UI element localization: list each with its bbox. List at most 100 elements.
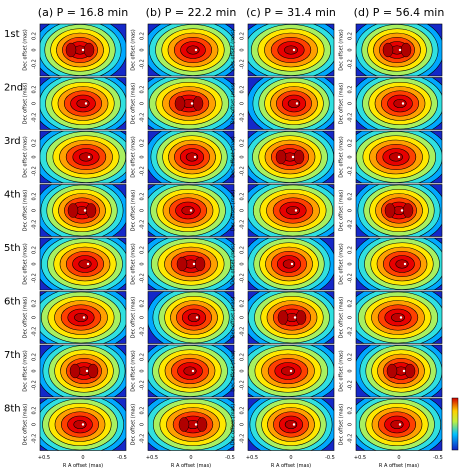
contour [183,366,197,376]
peak [293,149,305,165]
y-tick-label: 0.2 [32,246,38,254]
peak-dot [401,102,405,105]
y-tick-label: -0.2 [32,434,38,444]
contour [78,259,92,269]
peak-dot [194,48,198,52]
contour-map [148,398,234,451]
y-tick-label: 0 [348,209,354,212]
y-tick-label: 0.2 [140,300,146,308]
y-axis-label: Dec offset (mas) [131,136,137,177]
contour [76,98,90,109]
peak-dot [85,369,89,373]
y-tick-label: 0 [348,155,354,158]
y-tick-label: -0.2 [240,327,246,337]
y-axis-label: Dec offset (mas) [231,243,237,284]
contour-map [356,77,442,130]
panel-frame [247,77,335,130]
y-tick-label: -0.2 [140,434,146,444]
panel-frame [355,398,443,451]
peak-dot [191,369,195,373]
y-axis-label: Dec offset (mas) [231,190,237,231]
contour-map [248,238,334,290]
peak [65,42,77,58]
contour [389,152,403,162]
y-tick-label: -0.2 [32,327,38,337]
column-title: (a) P = 16.8 min [38,6,128,19]
row-label: 2nd [4,83,23,94]
panel-frame [355,291,443,344]
y-axis-label: Dec offset (mas) [23,83,29,124]
y-tick-label: 0 [32,262,38,265]
contour-map [356,345,442,397]
panel-frame [39,291,127,344]
contour [73,419,87,430]
y-tick-label: -0.2 [348,327,354,337]
peak-dot [291,155,295,159]
panel-frame [247,130,335,184]
peak-dot [195,316,199,319]
y-axis-label: Dec offset (mas) [131,243,137,284]
contour-map [148,77,234,130]
panel-frame [147,184,235,237]
x-axis-label: R A offset (mas) [171,463,211,469]
y-axis-label: Dec offset (mas) [339,243,345,284]
panel-frame [147,130,235,184]
contour-map [40,24,126,76]
peak-dot [84,102,88,105]
y-tick-label: -0.2 [240,166,246,176]
contour-map [148,24,234,76]
peak [196,417,208,432]
contour [286,205,300,216]
contour [74,312,88,323]
x-tick-label: -0.5 [225,455,235,461]
peak-dot [194,423,198,426]
y-tick-label: 0.2 [348,139,354,147]
x-tick-label: 0 [397,455,400,461]
y-axis-label: Dec offset (mas) [339,190,345,231]
panel-frame [39,184,127,237]
panel-frame [147,291,235,344]
peak [85,203,97,218]
y-axis-label: Dec offset (mas) [23,350,29,391]
peak-dot [290,262,294,266]
y-axis-label: Dec offset (mas) [231,350,237,391]
x-axis-label: R A offset (mas) [63,463,103,469]
peak [192,96,204,111]
y-tick-label: -0.2 [32,220,38,230]
y-tick-label: 0.2 [32,32,38,40]
contour [390,419,404,430]
panel-frame [247,398,335,451]
y-tick-label: 0.2 [348,300,354,308]
y-tick-label: 0 [140,102,146,105]
row-label: 4th [4,190,21,201]
y-tick-label: -0.2 [240,380,246,390]
y-tick-label: -0.2 [140,59,146,69]
peak-dot [293,316,297,319]
peak [194,256,206,272]
peak-dot [82,316,86,319]
y-axis-label: Dec offset (mas) [23,190,29,231]
contour-map [40,238,126,290]
y-tick-label: 0 [140,155,146,158]
y-tick-label: 0.2 [140,407,146,415]
peak-dot [289,369,293,373]
x-tick-label: +0.5 [354,455,366,461]
y-tick-label: 0.2 [240,353,246,361]
contour [282,259,296,269]
peak-dot [83,209,87,212]
peak [384,203,396,218]
contour-map [356,131,442,183]
y-axis-label: Dec offset (mas) [339,29,345,70]
y-tick-label: 0.2 [32,353,38,361]
contour-map [248,398,334,451]
y-tick-label: -0.2 [348,166,354,176]
peak [275,149,287,165]
y-axis-label: Dec offset (mas) [231,29,237,70]
contour-map [248,345,334,397]
y-tick-label: 0 [348,316,354,319]
row-label: 7th [4,350,21,361]
y-axis-label: Dec offset (mas) [339,136,345,177]
y-tick-label: 0 [240,102,246,105]
contour [281,366,295,376]
contour-map [248,77,334,130]
